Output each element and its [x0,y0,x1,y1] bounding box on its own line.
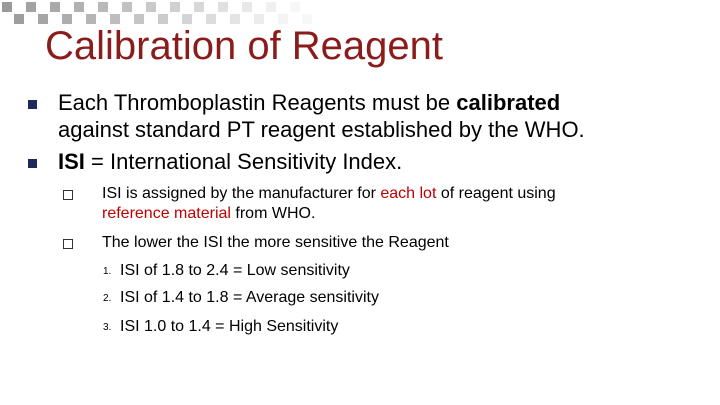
bullet-line: ISI 1.0 to 1.4 = High Sensitivity [120,317,338,337]
list-number: 1. [103,266,112,277]
text-run: ISI 1.0 to 1.4 = High Sensitivity [120,318,339,335]
deco-square [38,14,48,24]
deco-square [194,2,204,12]
deco-square [254,14,264,24]
text-run: ISI [58,149,85,174]
bullet-line: ISI of 1.4 to 1.8 = Average sensitivity [120,288,379,308]
deco-square [98,2,108,12]
bullet-line: ISI = International Sensitivity Index. [58,148,402,175]
bullet-marker [28,159,37,168]
bullet-marker [63,239,73,249]
list-number: 3. [103,322,112,333]
text-run: = International Sensitivity Index. [84,149,403,174]
list-number: 2. [103,293,112,304]
text-run: each lot [380,185,437,202]
deco-square [50,2,60,12]
deco-square [206,14,216,24]
deco-square [122,2,132,12]
text-run: from WHO. [230,205,316,222]
bullet-line: against standard PT reagent established … [58,116,585,143]
bullet-line: The lower the ISI the more sensitive the… [102,233,449,253]
text-run: Each Thromboplastin Reagents must be [58,90,457,115]
text-run: ISI of 1.8 to 2.4 = Low sensitivity [120,262,350,279]
text-run: reference material [102,205,231,222]
deco-square [146,2,156,12]
text-run: of reagent using [436,185,556,202]
deco-square [170,2,180,12]
deco-square [278,14,288,24]
slide-title: Calibration of Reagent [45,24,444,68]
deco-square [62,14,72,24]
deco-square [134,14,144,24]
deco-square [2,2,12,12]
bullet-line: Each Thromboplastin Reagents must be cal… [58,89,560,116]
deco-square [182,14,192,24]
text-run: ISI is assigned by the manufacturer for [102,185,381,202]
text-run: calibrated [456,90,561,115]
bullet-marker [28,100,37,109]
deco-square [14,14,24,24]
deco-square [302,14,312,24]
bullet-line: reference material from WHO. [102,204,315,224]
text-run: ISI of 1.4 to 1.8 = Average sensitivity [120,289,379,306]
decoration [2,2,312,24]
bullet-line: ISI is assigned by the manufacturer for … [102,184,556,204]
deco-square [26,2,36,12]
text-run: against standard PT reagent established … [58,117,585,142]
deco-square [230,14,240,24]
text-run: The lower the ISI the more sensitive the… [102,234,449,251]
deco-square [242,2,252,12]
deco-square [290,2,300,12]
bullet-marker [63,190,73,200]
deco-square [74,2,84,12]
bullet-line: ISI of 1.8 to 2.4 = Low sensitivity [120,261,350,281]
deco-square [158,14,168,24]
deco-square [266,2,276,12]
deco-square [86,14,96,24]
deco-square [218,2,228,12]
deco-square [110,14,120,24]
